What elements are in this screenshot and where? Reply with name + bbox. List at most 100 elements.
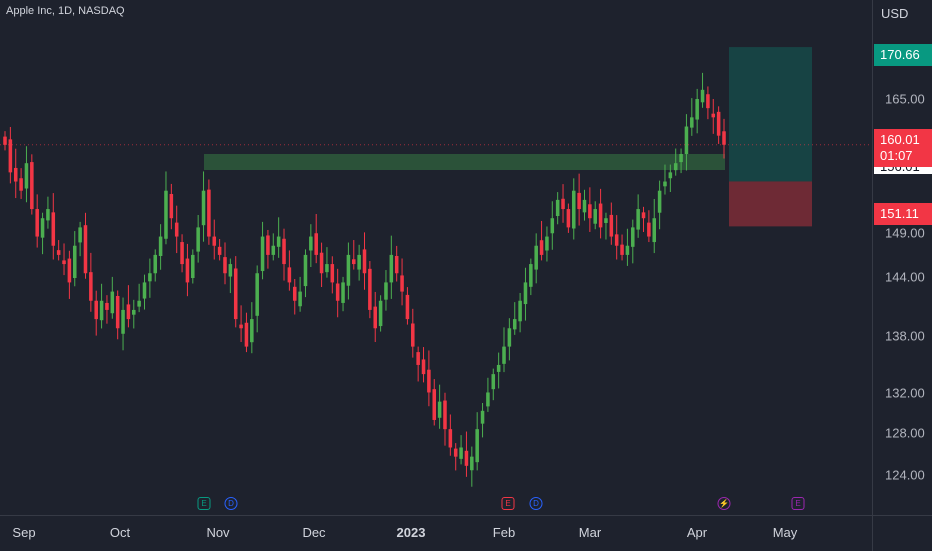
candle-body xyxy=(137,300,141,307)
candle-body xyxy=(46,209,50,221)
last-price-value: 160.01 xyxy=(880,132,920,147)
candlestick-chart[interactable] xyxy=(0,0,872,515)
candle-body xyxy=(502,346,506,364)
candle-body xyxy=(673,163,678,171)
candle-body xyxy=(309,236,313,251)
candle-body xyxy=(668,172,673,179)
dividend-event-icon[interactable]: D xyxy=(529,497,543,510)
currency-label[interactable]: USD xyxy=(881,6,909,21)
candle-body xyxy=(78,227,82,243)
candle-body xyxy=(169,194,174,219)
earnings-event-icon[interactable]: E xyxy=(501,497,515,510)
candle-body xyxy=(636,209,640,230)
candle-body xyxy=(539,240,544,255)
candle-body xyxy=(105,302,109,310)
candle-body xyxy=(351,259,356,265)
axis-corner[interactable] xyxy=(872,516,932,551)
chart-plot-area[interactable]: Apple Inc, 1D, NASDAQ xyxy=(0,0,872,515)
candle-body xyxy=(89,272,93,301)
candle-body xyxy=(180,242,184,265)
candle-body xyxy=(325,264,329,273)
candle-body xyxy=(695,99,699,120)
resistance-zone xyxy=(204,154,725,170)
candle-body xyxy=(250,319,254,343)
candle-body xyxy=(566,209,571,228)
candle-body xyxy=(217,246,222,255)
price-tick: 124.00 xyxy=(885,467,925,483)
candle-body xyxy=(561,198,565,210)
symbol-title[interactable]: Apple Inc, 1D, NASDAQ xyxy=(6,5,125,17)
candle-body xyxy=(196,227,200,252)
candle-body xyxy=(588,204,592,219)
candle-body xyxy=(8,139,13,173)
candle-body xyxy=(647,222,651,237)
candle-body xyxy=(335,283,340,301)
candle-body xyxy=(416,352,420,365)
candle-body xyxy=(260,236,265,272)
time-label-year: 2023 xyxy=(396,525,426,540)
candle-body xyxy=(641,212,646,219)
candle-body xyxy=(94,300,98,320)
bar-countdown: 01:07 xyxy=(880,148,913,163)
candle-body xyxy=(706,94,710,109)
candle-body xyxy=(437,401,442,418)
time-axis[interactable]: Sep Oct Nov Dec 2023 Feb Mar Apr May xyxy=(0,515,932,551)
candle-body xyxy=(239,324,243,329)
candle-body xyxy=(394,256,399,274)
candle-body xyxy=(614,234,619,246)
candle-body xyxy=(657,190,662,213)
candle-body xyxy=(378,300,383,327)
candle-body xyxy=(480,410,485,424)
candle-body xyxy=(110,291,115,314)
candle-body xyxy=(448,429,453,448)
target-price-tag: 170.66 xyxy=(874,44,932,66)
candle-body xyxy=(625,245,630,255)
candle-body xyxy=(459,447,463,459)
candle-body xyxy=(722,131,726,145)
candle-body xyxy=(153,254,158,274)
candle-body xyxy=(529,264,533,287)
candle-body xyxy=(545,236,549,251)
price-tick: 165.00 xyxy=(885,91,925,107)
candle-body xyxy=(62,260,66,265)
time-label: Sep xyxy=(12,525,36,540)
candle-body xyxy=(158,236,163,257)
earnings-upcoming-event-icon[interactable]: E xyxy=(791,497,805,510)
time-label: May xyxy=(772,525,798,540)
price-axis[interactable]: USD 165.00 149.00 144.00 138.00 132.00 1… xyxy=(872,0,932,515)
candle-body xyxy=(427,369,431,393)
candle-body xyxy=(362,249,367,274)
candle-body xyxy=(207,189,211,237)
candle-body xyxy=(185,258,190,283)
candle-body xyxy=(711,113,716,118)
price-tick: 138.00 xyxy=(885,328,925,344)
last-price-tag: 160.01 01:07 xyxy=(874,129,932,167)
candle-body xyxy=(3,136,7,145)
candle-body xyxy=(121,309,125,334)
time-label: Oct xyxy=(109,525,131,540)
candle-body xyxy=(35,209,39,237)
candle-body xyxy=(72,245,77,279)
candle-body xyxy=(421,359,426,375)
candle-body xyxy=(464,450,469,466)
position-stop-zone xyxy=(729,181,812,227)
candle-body xyxy=(475,429,479,463)
candle-body xyxy=(142,282,147,299)
candle-body xyxy=(174,222,179,237)
candle-body xyxy=(384,282,388,300)
candle-body xyxy=(319,252,324,274)
earnings-event-icon[interactable]: E xyxy=(197,497,211,510)
split-event-icon[interactable]: ⚡ xyxy=(717,497,731,510)
candle-body xyxy=(571,190,576,229)
time-label: Apr xyxy=(686,525,708,540)
candle-body xyxy=(67,258,72,283)
candle-body xyxy=(292,286,297,301)
candle-body xyxy=(411,323,415,347)
dividend-event-icon[interactable]: D xyxy=(224,497,238,510)
price-tick: 149.00 xyxy=(885,225,925,241)
candle-body xyxy=(512,319,517,330)
candle-body xyxy=(690,117,694,128)
candle-body xyxy=(271,245,276,255)
candle-body xyxy=(303,254,308,287)
candle-body xyxy=(13,167,18,182)
